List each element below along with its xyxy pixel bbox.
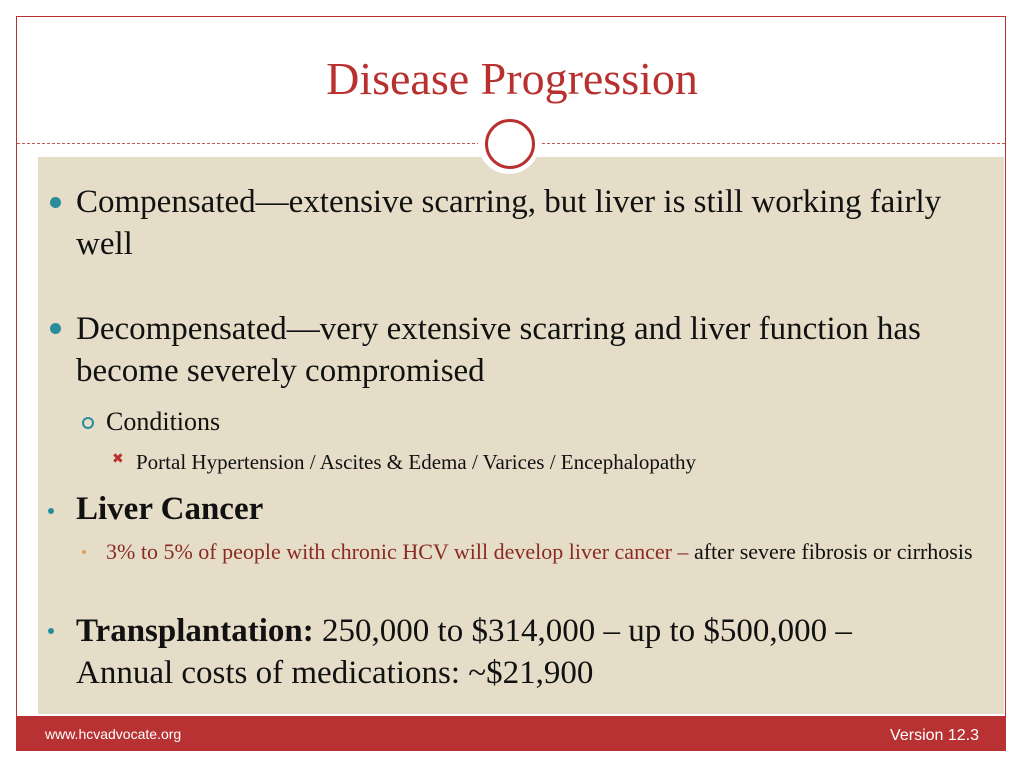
sub-bullet-conditions: Conditions [106,407,221,436]
bullet-transplantation: Transplantation: 250,000 to $314,000 – u… [76,610,936,694]
cross-bullet-icon: ✖ [112,451,124,467]
bullet-liver-cancer: Liver Cancer [76,488,263,530]
liver-cancer-heading: Liver Cancer [76,491,264,527]
bullet-compensated: Compensated—extensive scarring, but live… [76,184,942,262]
cancer-statistic-rest: after severe fibrosis or cirrhosis [688,539,973,564]
ring-bullet-icon [82,417,94,429]
transplant-label: Transplantation: [76,613,314,649]
slide-title: Disease Progression [326,53,698,104]
divider-ring-icon [485,119,535,169]
cancer-statistic: 3% to 5% of people with chronic HCV will… [106,537,986,567]
bullet-dot-icon [82,550,86,554]
bullet-dot-icon [50,323,61,334]
cancer-statistic-highlight: 3% to 5% of people with chronic HCV will… [106,539,689,564]
bullet-dot-icon [48,508,54,514]
bullet-dot-icon [50,197,61,208]
bullet-dot-icon [48,628,54,634]
footer-bar: www.hcvadvocate.org Version 12.3 [17,716,1005,750]
footer-url[interactable]: www.hcvadvocate.org [45,726,182,742]
content-panel: Compensated—extensive scarring, but live… [38,157,1004,714]
footer-version: Version 12.3 [890,727,979,744]
conditions-list: Portal Hypertension / Ascites & Edema / … [136,450,697,474]
bullet-decompensated: Decompensated—very extensive scarring an… [76,311,921,389]
transplant-text: 250,000 to $314,000 – up to $500,000 – A… [76,613,852,691]
